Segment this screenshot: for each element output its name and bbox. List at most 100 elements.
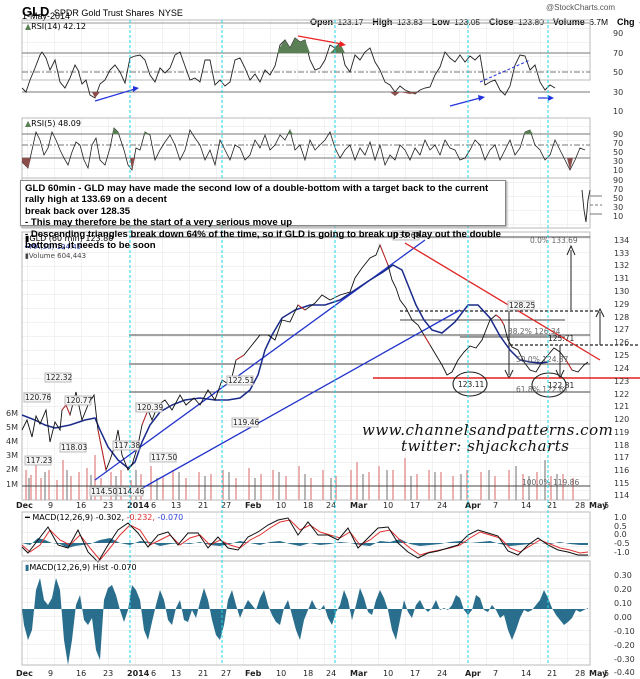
svg-text:126: 126 <box>614 338 629 347</box>
svg-text:6: 6 <box>151 669 156 678</box>
price-axis: 134 133 132 131 130 129 128 127 126 125 … <box>614 236 629 500</box>
svg-text:24: 24 <box>326 501 336 510</box>
svg-text:133.69: 133.69 <box>394 231 420 240</box>
svg-text:117.23: 117.23 <box>26 456 52 465</box>
svg-text:24: 24 <box>437 501 447 510</box>
macd-label: ━ MACD(12,26,9) -0.302, -0.232, -0.070 <box>25 513 183 522</box>
watermark-website: www.channelsandpatterns.com <box>362 421 614 439</box>
svg-text:7: 7 <box>493 501 498 510</box>
svg-text:Feb: Feb <box>245 669 262 678</box>
svg-text:0.30: 0.30 <box>614 571 632 580</box>
svg-text:Mar: Mar <box>350 669 367 678</box>
svg-text:30: 30 <box>613 203 623 212</box>
volume-axis: 6M 5M 4M 3M 2M 1M <box>6 409 18 489</box>
svg-text:17: 17 <box>410 669 420 678</box>
svg-text:13: 13 <box>171 669 181 678</box>
volume-legend-label: Volume 604,443 <box>28 252 87 260</box>
svg-text:13: 13 <box>171 501 181 510</box>
svg-text:-0.40: -0.40 <box>614 668 635 677</box>
svg-text:119.46: 119.46 <box>233 418 259 427</box>
svg-text:28: 28 <box>575 501 585 510</box>
svg-text:5M: 5M <box>6 423 18 432</box>
rsi5-value: RSI(5) 48.09 <box>31 119 81 128</box>
histogram-icon: ▮ <box>25 563 30 572</box>
chart-date: 1-May-2014 <box>22 11 71 21</box>
svg-text:122.51: 122.51 <box>228 376 254 385</box>
ma-legend-label: MA(50) 124.45 <box>29 243 82 251</box>
svg-text:134: 134 <box>614 236 629 245</box>
macd-hist-value: -0.070 <box>157 513 184 522</box>
rsi14-panel <box>21 19 591 107</box>
macd-value: -0.302, <box>95 513 125 522</box>
svg-text:28: 28 <box>575 669 585 678</box>
svg-text:118.03: 118.03 <box>61 443 87 452</box>
svg-text:132: 132 <box>614 261 629 270</box>
ma-line-icon: ━ <box>25 243 30 251</box>
candle-icon: ▮ <box>25 234 30 243</box>
macd-panel <box>21 511 591 563</box>
svg-text:10: 10 <box>613 166 623 175</box>
svg-text:114: 114 <box>614 491 629 500</box>
svg-text:133: 133 <box>614 249 629 258</box>
svg-text:118: 118 <box>614 441 629 450</box>
svg-text:Apr: Apr <box>465 501 481 510</box>
rsi5-label: ▲RSI(5) 48.09 <box>25 119 81 128</box>
svg-text:23: 23 <box>103 669 113 678</box>
svg-text:May: May <box>589 669 608 678</box>
rsi14-label: ▲RSI(14) 42.12 <box>25 22 86 31</box>
rsi5-panel <box>21 117 591 179</box>
svg-text:120.76: 120.76 <box>25 393 51 402</box>
svg-text:122.81: 122.81 <box>548 381 574 390</box>
svg-text:122.32: 122.32 <box>46 373 72 382</box>
svg-text:Mar: Mar <box>350 501 367 510</box>
svg-text:124: 124 <box>614 364 629 373</box>
svg-text:30: 30 <box>613 157 623 166</box>
note-line-2: break back over 128.35 <box>25 205 131 217</box>
svg-text:21: 21 <box>547 501 557 510</box>
svg-text:117: 117 <box>614 453 629 462</box>
svg-text:Feb: Feb <box>245 501 262 510</box>
svg-text:2014: 2014 <box>127 669 150 678</box>
svg-text:23: 23 <box>103 501 113 510</box>
svg-text:116: 116 <box>614 466 629 475</box>
svg-text:-0.5: -0.5 <box>614 539 630 548</box>
x-axis-bottom: Dec 9 16 23 2014 6 13 21 27 Feb 10 18 24… <box>16 669 609 678</box>
svg-text:1.0: 1.0 <box>614 513 627 522</box>
svg-text:-0.20: -0.20 <box>614 641 635 650</box>
svg-text:Dec: Dec <box>16 501 33 510</box>
svg-text:50: 50 <box>613 194 623 203</box>
price-panel <box>21 231 640 501</box>
rsi14-axis: 90 70 50 30 10 <box>613 29 623 116</box>
svg-text:70: 70 <box>613 185 623 194</box>
svg-text:117.38: 117.38 <box>114 441 140 450</box>
svg-text:10: 10 <box>613 212 623 221</box>
svg-text:50.0% 124.37: 50.0% 124.37 <box>516 355 569 364</box>
svg-text:14: 14 <box>521 669 531 678</box>
svg-text:21: 21 <box>198 669 208 678</box>
svg-text:21: 21 <box>547 669 557 678</box>
svg-text:120: 120 <box>614 415 629 424</box>
svg-text:5: 5 <box>604 669 609 678</box>
svg-text:0.0% 133.69: 0.0% 133.69 <box>530 236 578 245</box>
svg-text:-0.10: -0.10 <box>614 627 635 636</box>
macd-hist-label: ▮MACD(12,26,9) Hist -0.070 <box>25 563 137 572</box>
svg-text:10: 10 <box>276 669 286 678</box>
rsi-icon: ▲ <box>25 119 32 128</box>
change-value: -0.42 (-0.34%) <box>639 17 640 27</box>
svg-text:50: 50 <box>613 148 623 157</box>
x-axis-top: Dec 9 16 23 2014 6 13 21 27 Feb 10 18 24… <box>16 501 609 510</box>
macd-label-prefix: MACD(12,26,9) <box>32 513 94 522</box>
svg-text:115: 115 <box>614 479 629 488</box>
svg-text:121: 121 <box>614 402 629 411</box>
svg-text:30: 30 <box>613 88 623 97</box>
svg-text:10: 10 <box>613 107 623 116</box>
svg-text:10: 10 <box>276 501 286 510</box>
svg-text:100.0% 119.86: 100.0% 119.86 <box>522 478 579 487</box>
svg-text:24: 24 <box>437 669 447 678</box>
svg-text:0.00: 0.00 <box>614 613 632 622</box>
svg-text:Dec: Dec <box>16 669 33 678</box>
svg-text:120.39: 120.39 <box>137 403 163 412</box>
note-line-3: - This may therefore be the start of a v… <box>25 217 293 229</box>
svg-text:6: 6 <box>151 501 156 510</box>
